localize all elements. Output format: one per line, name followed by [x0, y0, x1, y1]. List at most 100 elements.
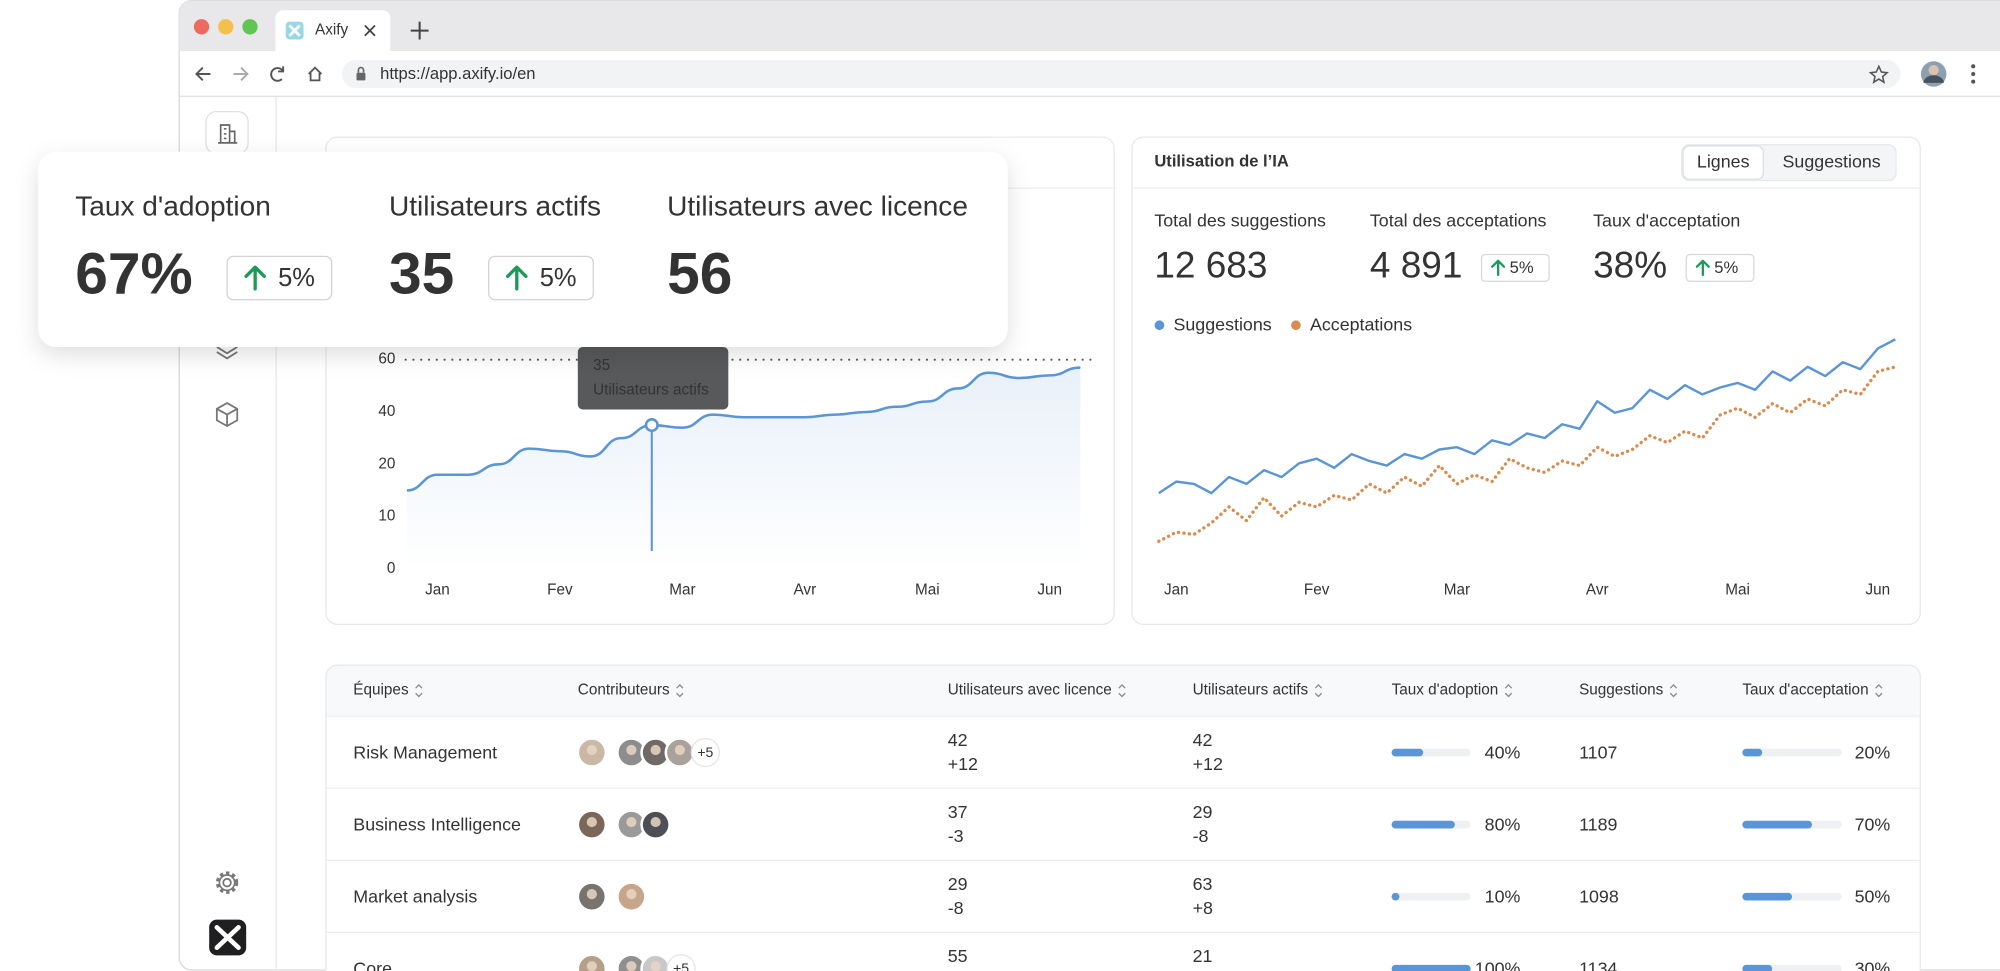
column-header[interactable]: Utilisateurs actifs: [1193, 682, 1309, 699]
y-tick-label: 20: [378, 455, 395, 472]
x-tick-label: Fev: [1304, 582, 1330, 599]
progress-label: 40%: [1485, 743, 1521, 763]
y-tick-label: 60: [378, 351, 395, 368]
team-name: Core: [353, 959, 392, 971]
close-button[interactable]: [193, 19, 210, 35]
toggle-option[interactable]: Suggestions: [1783, 151, 1881, 171]
kpi-value: 67%: [75, 242, 192, 307]
new-tab[interactable]: [410, 21, 429, 40]
sort-icon[interactable]: [1875, 684, 1883, 698]
toggle-option[interactable]: Lignes: [1697, 151, 1750, 171]
tab-close[interactable]: [364, 24, 376, 37]
avatar-face: [674, 744, 685, 756]
legend-label: Acceptations: [1310, 315, 1412, 335]
sort-icon[interactable]: [1314, 684, 1323, 698]
sort-icon[interactable]: [1669, 684, 1678, 698]
bookmark-star[interactable]: [1868, 64, 1889, 84]
active-tab[interactable]: [275, 10, 391, 52]
sort-icon[interactable]: [676, 684, 684, 698]
kpi-card: Taux d'adoption 67% 5% Utilisateurs actifs 3…: [38, 151, 1008, 347]
suggestions: 1189: [1579, 815, 1617, 835]
cell-change: -8: [1193, 826, 1209, 846]
toggle-active[interactable]: [1682, 145, 1765, 180]
hover-point: [644, 418, 659, 433]
avatar-face: [626, 816, 637, 828]
settings-icon[interactable]: [215, 871, 239, 894]
cell-value: 42: [948, 730, 968, 750]
sort-icon[interactable]: [1118, 684, 1126, 698]
column-header[interactable]: Taux d'acceptation: [1742, 682, 1868, 699]
active-users-chart: 0 10 20 40 60 Jan Fev Mar Avr Mai Jun 35 Utilisateur…: [378, 346, 1093, 599]
avatar-face: [586, 744, 597, 756]
tab-favicon: [285, 21, 304, 40]
column-header[interactable]: Équipes: [353, 682, 409, 699]
progress-bar: [1391, 964, 1471, 971]
tooltip: [577, 346, 729, 410]
x-tick-label: Avr: [794, 582, 817, 599]
teams-table: [325, 664, 1921, 971]
y-tick-label: 0: [387, 560, 396, 577]
line: [406, 366, 1081, 492]
column-header[interactable]: Taux d'adoption: [1392, 682, 1499, 699]
team-name: Risk Management: [353, 743, 497, 763]
progress-bar: [1391, 892, 1400, 901]
reload-button[interactable]: [270, 66, 285, 82]
home-button[interactable]: [308, 66, 323, 82]
legend-label: Suggestions: [1173, 315, 1271, 335]
progress-bar: [1742, 892, 1793, 901]
area: [406, 367, 1081, 569]
sort-icon[interactable]: [1504, 684, 1513, 698]
tooltip-value: 35: [593, 357, 610, 374]
kpi-label: Utilisateurs avec licence: [667, 190, 968, 221]
suggestions: 1134: [1579, 959, 1617, 971]
tab-title: Axify: [315, 22, 348, 39]
cell-value: 37: [948, 802, 968, 822]
line: [1158, 338, 1896, 495]
progress-bar: [1742, 748, 1763, 757]
progress-track: [1391, 892, 1471, 901]
column-header[interactable]: Utilisateurs avec licence: [948, 682, 1112, 699]
x-tick-label: Mar: [669, 582, 695, 599]
y-tick-label: 40: [378, 403, 395, 420]
card-title: Utilisation de l’IA: [1154, 151, 1289, 170]
progress-label: 80%: [1485, 815, 1521, 835]
forward-button[interactable]: [233, 66, 249, 82]
column-header[interactable]: Suggestions: [1579, 682, 1664, 699]
y-tick-label: 10: [378, 508, 395, 525]
address-bar[interactable]: [341, 59, 1901, 89]
cell-value: 29: [948, 874, 968, 894]
browser-menu[interactable]: [1971, 64, 1976, 84]
arrow-up-icon: [244, 265, 266, 291]
layers-icon[interactable]: [216, 346, 238, 360]
app-logo[interactable]: [209, 919, 247, 956]
change-value: 5%: [278, 264, 315, 292]
stat-label: Total des acceptations: [1370, 211, 1547, 231]
cell-change: +8: [1193, 898, 1213, 918]
progress-bar: [1391, 820, 1455, 829]
profile-avatar[interactable]: [1920, 61, 1947, 87]
progress-bar: [1391, 748, 1424, 757]
arrow-up-icon: [1491, 259, 1506, 277]
line: [1157, 365, 1898, 543]
lock-icon: [356, 66, 366, 81]
avatar-face: [650, 744, 661, 756]
kpi-label: Utilisateurs actifs: [389, 190, 601, 221]
cell-value: 29: [1193, 802, 1213, 822]
arrow-up-icon: [506, 265, 528, 291]
team-name: Business Intelligence: [353, 815, 521, 835]
cube-icon[interactable]: [215, 402, 239, 427]
avatar-face: [650, 961, 661, 971]
stat-label: Taux d'acceptation: [1593, 211, 1740, 231]
change-value: 5%: [1510, 258, 1534, 277]
avatar-face: [650, 816, 661, 828]
avatar-more-count: +5: [697, 744, 713, 760]
x-tick-label: Mai: [1725, 582, 1750, 599]
cell-value: 55: [948, 946, 968, 966]
org-icon[interactable]: [205, 110, 249, 155]
sort-icon[interactable]: [415, 684, 423, 698]
zoom-button[interactable]: [242, 19, 258, 35]
minimize-button[interactable]: [218, 19, 234, 35]
column-header[interactable]: Contributeurs: [578, 682, 670, 699]
back-button[interactable]: [195, 66, 211, 82]
ai-usage-chart: Total des suggestions 12 683 Total des acc…: [1154, 211, 1898, 599]
